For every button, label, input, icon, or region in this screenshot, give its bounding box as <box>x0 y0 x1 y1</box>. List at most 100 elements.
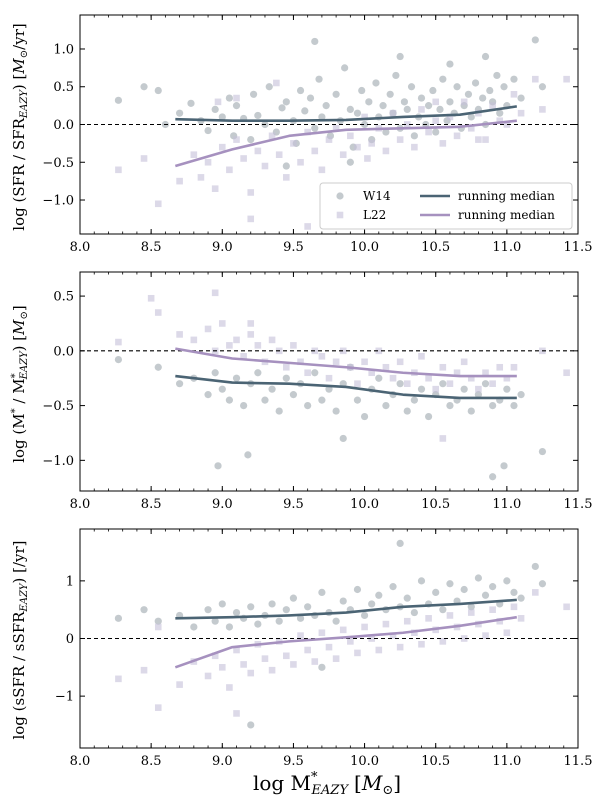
point-l22 <box>197 174 205 181</box>
point-w14 <box>432 128 440 136</box>
point-l22 <box>190 151 198 159</box>
point-l22 <box>297 358 304 366</box>
point-l22 <box>115 338 122 346</box>
point-w14 <box>360 611 369 620</box>
point-l22 <box>154 623 162 631</box>
point-l22 <box>204 158 212 166</box>
point-w14 <box>254 369 262 377</box>
legend-marker-l22 <box>336 211 344 219</box>
point-w14 <box>493 71 501 80</box>
point-w14 <box>464 90 473 98</box>
point-l22 <box>432 117 440 125</box>
y-tick-label: −1.0 <box>42 194 74 209</box>
point-l22 <box>432 98 440 106</box>
point-w14 <box>332 617 340 625</box>
point-w14 <box>247 136 255 144</box>
point-w14 <box>538 83 547 91</box>
plot-area <box>80 539 578 729</box>
point-w14 <box>240 401 248 410</box>
x-tick-label: 9.0 <box>212 497 233 512</box>
point-w14 <box>346 105 354 113</box>
point-w14 <box>410 396 418 404</box>
point-l22 <box>418 106 425 113</box>
point-w14 <box>375 591 383 599</box>
point-l22 <box>283 363 290 371</box>
point-l22 <box>496 363 504 371</box>
point-w14 <box>417 94 426 102</box>
point-l22 <box>375 646 383 654</box>
point-w14 <box>379 102 387 110</box>
point-l22 <box>332 358 340 366</box>
point-w14 <box>489 473 497 481</box>
point-w14 <box>538 447 547 456</box>
point-w14 <box>479 94 487 102</box>
point-w14 <box>114 96 123 104</box>
x-tick-label: 9.5 <box>283 497 304 512</box>
x-tick-label: 8.5 <box>141 497 162 512</box>
point-w14 <box>481 591 490 599</box>
point-l22 <box>247 215 255 223</box>
y-tick-label: 0.5 <box>53 80 74 95</box>
point-l22 <box>325 136 333 143</box>
point-l22 <box>361 623 368 631</box>
x-tick-label: 10.0 <box>350 754 379 769</box>
point-l22 <box>403 380 411 387</box>
median-line-w14 <box>175 374 517 400</box>
point-w14 <box>204 391 212 399</box>
point-w14 <box>538 580 547 588</box>
point-l22 <box>467 374 475 382</box>
point-w14 <box>278 104 286 112</box>
point-l22 <box>283 174 290 181</box>
point-w14 <box>368 600 376 608</box>
point-l22 <box>361 113 368 121</box>
point-w14 <box>296 86 305 95</box>
point-l22 <box>304 646 311 654</box>
point-l22 <box>154 309 162 316</box>
point-l22 <box>218 143 226 151</box>
point-l22 <box>489 606 496 613</box>
point-l22 <box>290 661 297 668</box>
point-l22 <box>147 294 155 302</box>
point-w14 <box>176 380 184 388</box>
point-w14 <box>282 162 290 170</box>
median-line-w14 <box>175 105 518 123</box>
point-w14 <box>531 36 539 44</box>
point-l22 <box>347 638 354 645</box>
x-tick-label: 11.5 <box>564 240 593 255</box>
point-l22 <box>339 347 347 355</box>
point-l22 <box>339 626 347 634</box>
point-w14 <box>467 113 475 121</box>
point-l22 <box>510 363 518 371</box>
point-l22 <box>368 140 375 147</box>
panel-mass-ratio: log (M* / M*EAZY) [M⊙] 8.0 8.5 9.0 9.5 10.0 1… <box>10 271 592 512</box>
point-l22 <box>425 128 432 136</box>
point-l22 <box>247 331 255 338</box>
point-l22 <box>140 666 148 674</box>
point-l22 <box>439 435 447 442</box>
point-l22 <box>425 374 432 382</box>
point-w14 <box>396 380 404 388</box>
point-w14 <box>417 577 426 585</box>
y-tick-label: 0.0 <box>53 118 74 133</box>
point-l22 <box>247 669 255 677</box>
point-w14 <box>353 585 362 594</box>
point-w14 <box>187 99 195 107</box>
x-tick-label: 8.0 <box>70 240 91 255</box>
x-tick-label: 9.5 <box>283 754 304 769</box>
plot-frame <box>79 271 579 492</box>
point-l22 <box>482 632 489 639</box>
point-w14 <box>503 385 511 393</box>
point-l22 <box>460 98 468 106</box>
point-l22 <box>154 200 162 208</box>
point-l22 <box>304 223 311 230</box>
y-tick-label: −1.0 <box>42 454 74 469</box>
point-w14 <box>500 83 508 91</box>
x-tick-label: 10.5 <box>421 240 450 255</box>
point-w14 <box>268 600 276 608</box>
point-w14 <box>204 606 212 614</box>
point-w14 <box>282 98 290 106</box>
point-w14 <box>436 105 444 113</box>
point-w14 <box>496 109 504 117</box>
point-w14 <box>140 606 148 614</box>
point-w14 <box>500 462 508 470</box>
